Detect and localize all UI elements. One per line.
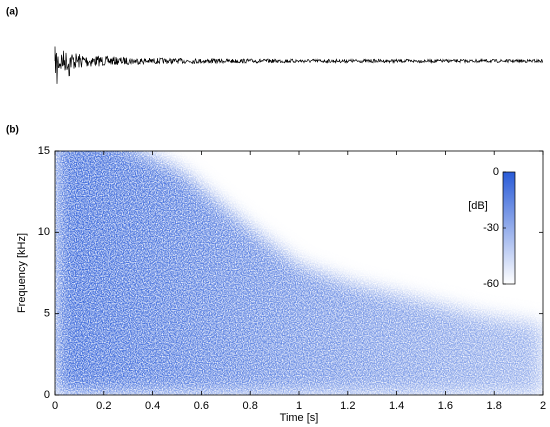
- x-tick-label: 2: [540, 400, 546, 412]
- x-tick-label: 1.8: [487, 400, 502, 412]
- x-tick-label: 0.8: [243, 400, 258, 412]
- x-tick-label: 1.6: [438, 400, 453, 412]
- spectrogram-panel: (b) Time [s] Frequency [kHz] [dB] 0 0.2 0.…: [6, 125, 546, 424]
- y-tick-label: 15: [38, 145, 50, 157]
- x-tick-label: 0.2: [96, 400, 111, 412]
- spectrogram-speckle: [55, 151, 543, 395]
- spectrogram-image: [55, 151, 543, 395]
- waveform-panel: (a): [6, 7, 543, 84]
- x-tick-label: 0.4: [145, 400, 160, 412]
- y-tick-label: 10: [38, 226, 50, 238]
- colorbar-tick-label: -30: [483, 222, 499, 234]
- x-tick-label: 0: [52, 400, 58, 412]
- y-tick-label: 5: [44, 308, 50, 320]
- panel-label: (b): [6, 125, 19, 136]
- colorbar-label: [dB]: [468, 200, 488, 212]
- panel-label: (a): [6, 7, 18, 18]
- x-tick-label: 1.4: [389, 400, 404, 412]
- x-tick-label: 0.6: [194, 400, 209, 412]
- x-tick-label: 1: [296, 400, 302, 412]
- colorbar-tick-label: -60: [483, 278, 499, 290]
- x-tick-label: 1.2: [340, 400, 355, 412]
- x-axis-label: Time [s]: [280, 412, 319, 424]
- waveform: [54, 46, 543, 84]
- y-tick-label: 0: [44, 389, 50, 401]
- colorbar-tick-label: 0: [493, 166, 499, 178]
- y-axis-label: Frequency [kHz]: [16, 233, 28, 313]
